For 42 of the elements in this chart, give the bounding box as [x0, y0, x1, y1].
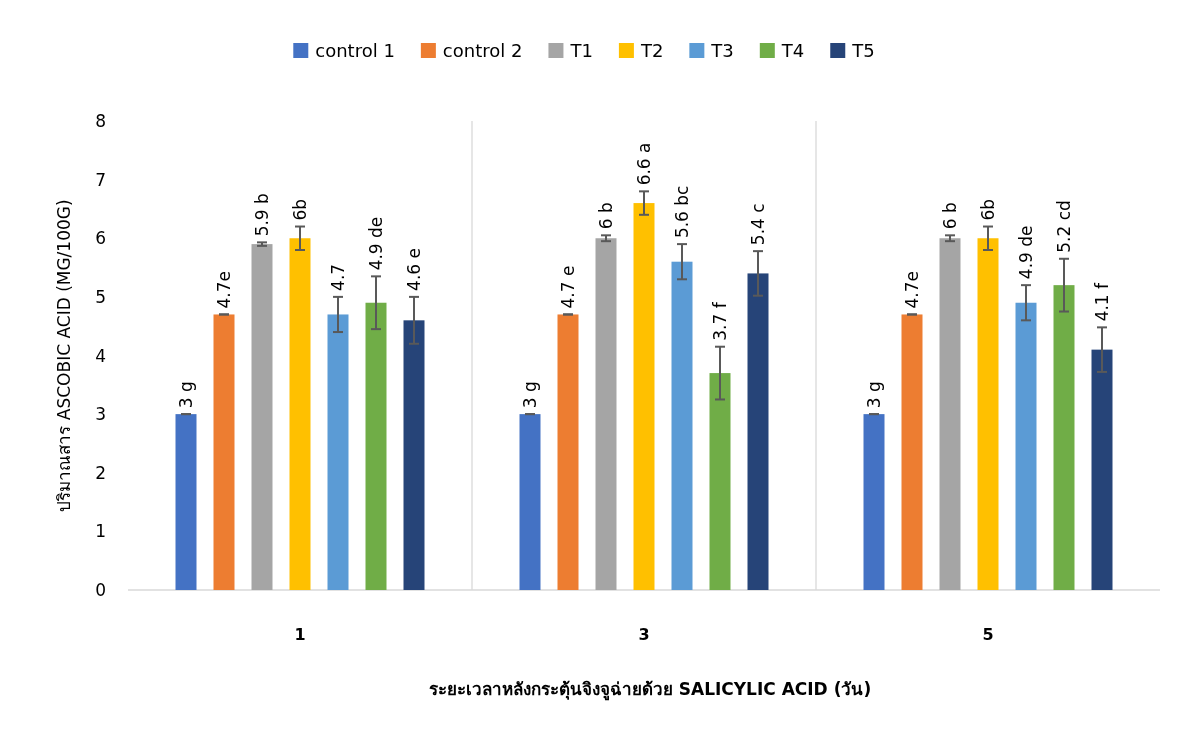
data-label: 5.6 bc — [672, 185, 692, 239]
legend-label: T5 — [851, 40, 875, 61]
y-tick-label: 2 — [95, 462, 106, 483]
data-label: 4.7e — [214, 270, 234, 309]
legend-label: T2 — [639, 40, 664, 61]
data-label: 3 g — [864, 381, 884, 409]
data-label: 4.9 de — [366, 216, 386, 271]
y-tick-label: 6 — [95, 228, 106, 249]
data-label: 4.9 de — [1016, 225, 1036, 280]
y-tick-label: 3 — [95, 404, 106, 425]
data-label: 4.7 e — [558, 265, 578, 309]
data-label: 5.2 cd — [1054, 200, 1074, 253]
y-tick-label: 5 — [95, 286, 106, 307]
x-axis-title: ระยะเวลาหลังกระตุ้นจิงจูฉ่ายด้วย SALICYLIC ACID (วัน) — [428, 679, 872, 701]
y-tick-label: 0 — [95, 580, 106, 600]
x-tick-label: 5 — [982, 625, 994, 644]
data-label: 6 b — [596, 202, 616, 230]
legend-label: control 2 — [442, 40, 523, 61]
data-label: 5.9 b — [252, 193, 272, 237]
y-tick-label: 4 — [95, 345, 106, 366]
y-axis-title: ปริมาณสาร ASCOBIC ACID (MG/100G) — [54, 199, 74, 512]
data-label: 6b — [978, 198, 998, 221]
data-label: 6.6 a — [634, 142, 654, 186]
data-label: 4.1 f — [1092, 281, 1112, 322]
data-label: 6 b — [940, 202, 960, 230]
data-label: 3 g — [176, 381, 196, 409]
data-label: 3.7 f — [710, 301, 730, 341]
x-tick-label: 3 — [638, 625, 650, 644]
data-label: 4.7e — [902, 270, 922, 309]
legend-label: control 1 — [315, 40, 395, 61]
data-label: 3 g — [520, 381, 540, 409]
y-tick-label: 1 — [95, 521, 106, 542]
y-tick-label: 8 — [95, 111, 106, 131]
legend-label: T1 — [569, 40, 593, 61]
data-label: 4.7 — [328, 263, 348, 291]
legend-label: T3 — [710, 40, 734, 61]
data-label: 6b — [290, 198, 310, 221]
legend-label: T4 — [780, 40, 805, 61]
y-tick-label: 7 — [95, 169, 106, 190]
x-tick-label: 1 — [294, 625, 306, 644]
data-label: 5.4 c — [748, 203, 768, 246]
data-label: 4.6 e — [404, 247, 424, 291]
